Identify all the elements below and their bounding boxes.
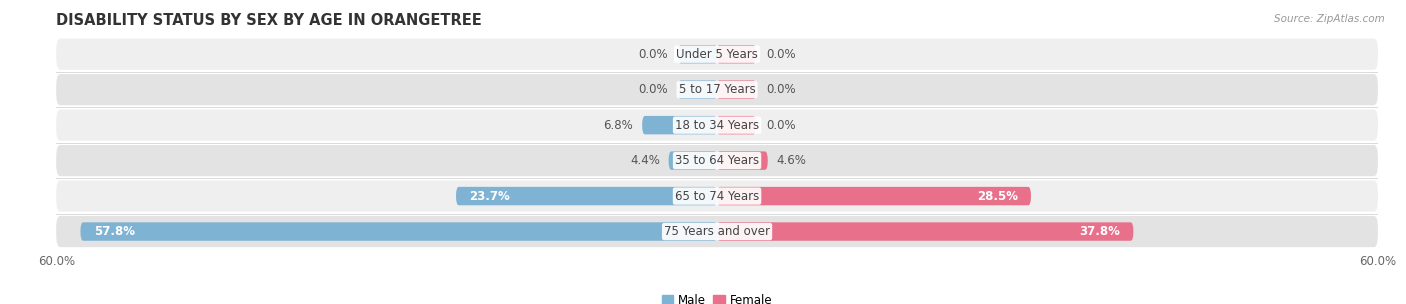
FancyBboxPatch shape <box>669 151 717 170</box>
Text: 6.8%: 6.8% <box>603 119 633 132</box>
FancyBboxPatch shape <box>717 116 755 134</box>
FancyBboxPatch shape <box>717 222 1133 241</box>
Text: 37.8%: 37.8% <box>1080 225 1121 238</box>
Text: 4.4%: 4.4% <box>630 154 659 167</box>
Text: 0.0%: 0.0% <box>638 83 668 96</box>
FancyBboxPatch shape <box>717 81 755 99</box>
Text: 0.0%: 0.0% <box>766 119 796 132</box>
Text: 18 to 34 Years: 18 to 34 Years <box>675 119 759 132</box>
FancyBboxPatch shape <box>679 45 717 64</box>
Text: 65 to 74 Years: 65 to 74 Years <box>675 190 759 202</box>
Text: 0.0%: 0.0% <box>766 48 796 61</box>
FancyBboxPatch shape <box>56 39 1378 70</box>
Text: 0.0%: 0.0% <box>638 48 668 61</box>
Text: 57.8%: 57.8% <box>94 225 135 238</box>
Text: Source: ZipAtlas.com: Source: ZipAtlas.com <box>1274 14 1385 24</box>
Text: 28.5%: 28.5% <box>977 190 1018 202</box>
FancyBboxPatch shape <box>56 145 1378 176</box>
FancyBboxPatch shape <box>717 151 768 170</box>
Text: 5 to 17 Years: 5 to 17 Years <box>679 83 755 96</box>
FancyBboxPatch shape <box>56 109 1378 141</box>
Text: 75 Years and over: 75 Years and over <box>664 225 770 238</box>
FancyBboxPatch shape <box>56 181 1378 212</box>
FancyBboxPatch shape <box>643 116 717 134</box>
Text: Under 5 Years: Under 5 Years <box>676 48 758 61</box>
FancyBboxPatch shape <box>56 216 1378 247</box>
Legend: Male, Female: Male, Female <box>657 289 778 304</box>
FancyBboxPatch shape <box>679 81 717 99</box>
Text: 0.0%: 0.0% <box>766 83 796 96</box>
FancyBboxPatch shape <box>717 45 755 64</box>
FancyBboxPatch shape <box>56 74 1378 105</box>
Text: DISABILITY STATUS BY SEX BY AGE IN ORANGETREE: DISABILITY STATUS BY SEX BY AGE IN ORANG… <box>56 13 482 28</box>
Text: 35 to 64 Years: 35 to 64 Years <box>675 154 759 167</box>
Text: 23.7%: 23.7% <box>470 190 510 202</box>
FancyBboxPatch shape <box>456 187 717 205</box>
Text: 4.6%: 4.6% <box>776 154 807 167</box>
FancyBboxPatch shape <box>80 222 717 241</box>
FancyBboxPatch shape <box>717 187 1031 205</box>
